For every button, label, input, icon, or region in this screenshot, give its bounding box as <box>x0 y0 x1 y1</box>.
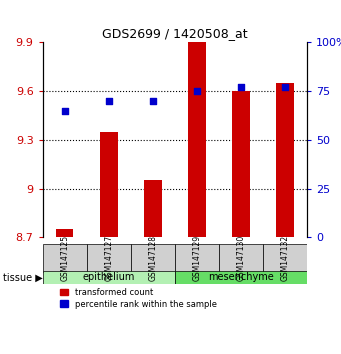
Point <box>150 98 155 104</box>
Point <box>238 84 243 90</box>
FancyBboxPatch shape <box>263 244 307 272</box>
FancyBboxPatch shape <box>219 244 263 272</box>
Legend: transformed count, percentile rank within the sample: transformed count, percentile rank withi… <box>60 288 217 309</box>
Text: epithelium: epithelium <box>83 272 135 282</box>
Text: GSM147130: GSM147130 <box>236 235 245 281</box>
Point <box>62 108 68 113</box>
FancyBboxPatch shape <box>87 244 131 272</box>
Text: GSM147128: GSM147128 <box>148 235 157 281</box>
Bar <box>144 181 162 237</box>
FancyBboxPatch shape <box>43 271 175 284</box>
Text: GSM147125: GSM147125 <box>60 235 69 281</box>
Bar <box>188 42 206 237</box>
Bar <box>276 83 294 237</box>
Point <box>282 84 287 90</box>
Title: GDS2699 / 1420508_at: GDS2699 / 1420508_at <box>102 27 248 40</box>
FancyBboxPatch shape <box>43 244 87 272</box>
Text: GSM147129: GSM147129 <box>192 235 201 281</box>
Bar <box>100 132 118 237</box>
Text: tissue ▶: tissue ▶ <box>3 272 43 282</box>
Text: GSM147132: GSM147132 <box>280 235 290 281</box>
Point <box>106 98 112 104</box>
Text: mesenchyme: mesenchyme <box>208 272 274 282</box>
Point <box>194 88 199 94</box>
FancyBboxPatch shape <box>131 244 175 272</box>
Bar <box>232 91 250 237</box>
Bar <box>56 229 73 237</box>
FancyBboxPatch shape <box>175 271 307 284</box>
Text: GSM147127: GSM147127 <box>104 235 113 281</box>
FancyBboxPatch shape <box>175 244 219 272</box>
